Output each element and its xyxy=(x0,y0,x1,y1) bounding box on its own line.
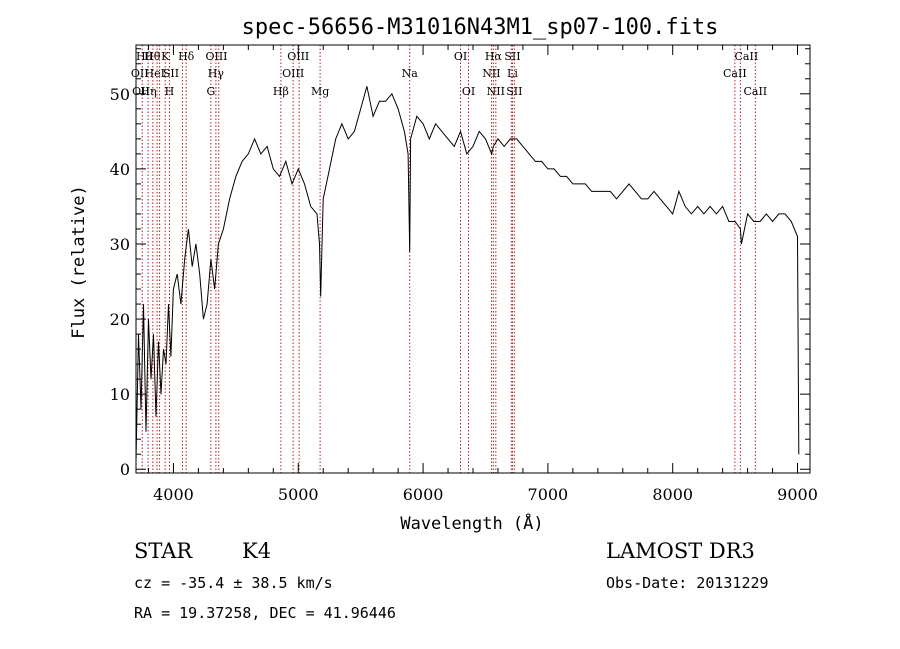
emission-line-label: SII xyxy=(163,67,179,80)
emission-line-label: OIII xyxy=(282,67,304,80)
object-type: STAR xyxy=(134,539,193,563)
y-axis-label: Flux (relative) xyxy=(69,185,89,339)
x-axis-ticks: 4000 5000 6000 7000 8000 9000 xyxy=(147,45,818,504)
emission-line-label: SII xyxy=(506,85,522,98)
emission-line-label: OII xyxy=(132,85,150,98)
emission-line-label: OI xyxy=(454,50,467,63)
emission-line-label: H xyxy=(165,85,175,98)
emission-line-label: K xyxy=(161,50,170,63)
x-axis-label: Wavelength (Å) xyxy=(400,512,543,534)
emission-line-label: OIII xyxy=(205,50,227,63)
emission-line-label: NII xyxy=(487,85,505,98)
emission-line-label: Hδ xyxy=(178,50,195,63)
emission-line-label: NII xyxy=(482,67,500,80)
emission-line-label: HeI xyxy=(144,67,164,80)
emission-line-label: OIII xyxy=(287,50,309,63)
y-tick-label: 50 xyxy=(110,85,130,104)
emission-line-label: OI xyxy=(462,85,475,98)
emission-line-label: SII xyxy=(504,50,520,63)
emission-line-label: Hθ xyxy=(136,50,153,63)
redshift-readout: cz = -35.4 ± 38.5 km/s xyxy=(134,574,333,592)
emission-line-label: Hβ xyxy=(273,85,289,98)
y-tick-label: 30 xyxy=(110,235,130,254)
object-subclass: K4 xyxy=(242,539,272,563)
emission-line-label: OII xyxy=(131,67,149,80)
x-tick-label: 5000 xyxy=(278,485,319,504)
y-tick-label: 40 xyxy=(110,160,130,179)
x-tick-label: 8000 xyxy=(652,485,693,504)
chart-title: spec-56656-M31016N43M1_sp07-100.fits xyxy=(242,15,719,40)
x-tick-label: 4000 xyxy=(153,485,194,504)
y-tick-label: 0 xyxy=(120,460,130,479)
obs-date: Obs-Date: 20131229 xyxy=(606,574,769,592)
emission-line-label: Mg xyxy=(311,85,329,98)
plot-frame xyxy=(135,44,811,474)
emission-line-label: Hθ xyxy=(144,50,161,63)
emission-line-label: CaII xyxy=(735,50,759,63)
y-tick-label: 10 xyxy=(110,385,130,404)
emission-line-label: Hα xyxy=(485,50,503,63)
emission-line-label: Na xyxy=(402,67,419,80)
spectrum-line xyxy=(135,86,800,462)
x-tick-label: 9000 xyxy=(777,485,818,504)
y-axis-ticks: 0 10 20 30 40 50 xyxy=(110,48,810,479)
emission-line-label: G xyxy=(206,85,215,98)
emission-line-label: CaII xyxy=(723,67,747,80)
y-tick-label: 20 xyxy=(110,310,130,329)
x-tick-label: 6000 xyxy=(403,485,444,504)
survey-name: LAMOST DR3 xyxy=(606,539,755,563)
emission-line-label: CaII xyxy=(743,85,767,98)
emission-line-label: Li xyxy=(507,67,518,80)
emission-line-label: Hη xyxy=(140,85,156,98)
emission-line-markers xyxy=(141,45,756,473)
x-tick-label: 7000 xyxy=(528,485,569,504)
emission-line-label: Hγ xyxy=(208,67,225,80)
coordinates: RA = 19.37258, DEC = 41.96446 xyxy=(134,604,396,622)
